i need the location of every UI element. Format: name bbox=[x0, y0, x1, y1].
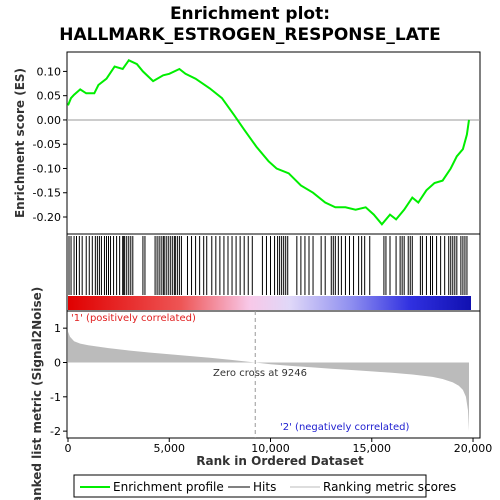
ranked-list-colorbar bbox=[68, 296, 471, 310]
x-tick-label: 20,000 bbox=[454, 442, 493, 455]
legend-metric-label: Ranking metric scores bbox=[323, 480, 456, 494]
x-tick-label: 0 bbox=[65, 442, 72, 455]
legend-box bbox=[73, 474, 427, 498]
metric-panel-frame bbox=[66, 310, 481, 439]
es-y-tick-label: -0.15 bbox=[33, 187, 61, 200]
es-y-tick-label: 0.05 bbox=[37, 90, 62, 103]
zero-cross-annotation: Zero cross at 9246 bbox=[213, 368, 307, 379]
es-y-tick-label: -0.10 bbox=[33, 162, 61, 175]
es-y-tick-label: -0.05 bbox=[33, 138, 61, 151]
metric-y-tick-label: 0 bbox=[54, 356, 61, 369]
x-tick-label: 15,000 bbox=[353, 442, 392, 455]
chart-title-line1: Enrichment plot: bbox=[170, 4, 330, 24]
x-tick-label: 10,000 bbox=[251, 442, 290, 455]
es-y-tick-label: -0.20 bbox=[33, 211, 61, 224]
hits-marks bbox=[68, 236, 468, 295]
negative-correlated-label: '2' (negatively correlated) bbox=[280, 422, 409, 433]
metric-y-axis-label: Ranked list metric (Signal2Noise) bbox=[30, 287, 44, 500]
legend-enrichment-label: Enrichment profile bbox=[113, 480, 224, 494]
metric-x-axis: 0 5,000 10,000 15,000 20,000 bbox=[65, 438, 493, 455]
es-y-tick-label: 0.00 bbox=[37, 114, 62, 127]
ranking-metric-area bbox=[68, 331, 469, 432]
x-axis-label: Rank in Ordered Dataset bbox=[196, 454, 364, 468]
es-y-axis-label: Enrichment score (ES) bbox=[13, 68, 27, 218]
chart-title-line2: HALLMARK_ESTROGEN_RESPONSE_LATE bbox=[59, 25, 441, 45]
legend-hits-label: Hits bbox=[253, 480, 276, 494]
es-y-axis: 0.10 0.05 0.00 -0.05 -0.10 -0.15 -0.20 bbox=[33, 65, 67, 224]
es-panel-frame bbox=[66, 51, 481, 235]
metric-y-tick-label: 1 bbox=[54, 322, 61, 335]
enrichment-profile-line bbox=[67, 59, 470, 226]
metric-y-axis: 1 0 -1 -2 bbox=[50, 322, 67, 438]
es-y-tick-label: 0.10 bbox=[37, 65, 62, 78]
positive-correlated-label: '1' (positively correlated) bbox=[71, 313, 196, 324]
x-tick-label: 5,000 bbox=[154, 442, 186, 455]
metric-y-tick-label: -2 bbox=[50, 425, 61, 438]
metric-y-tick-label: -1 bbox=[50, 391, 61, 404]
